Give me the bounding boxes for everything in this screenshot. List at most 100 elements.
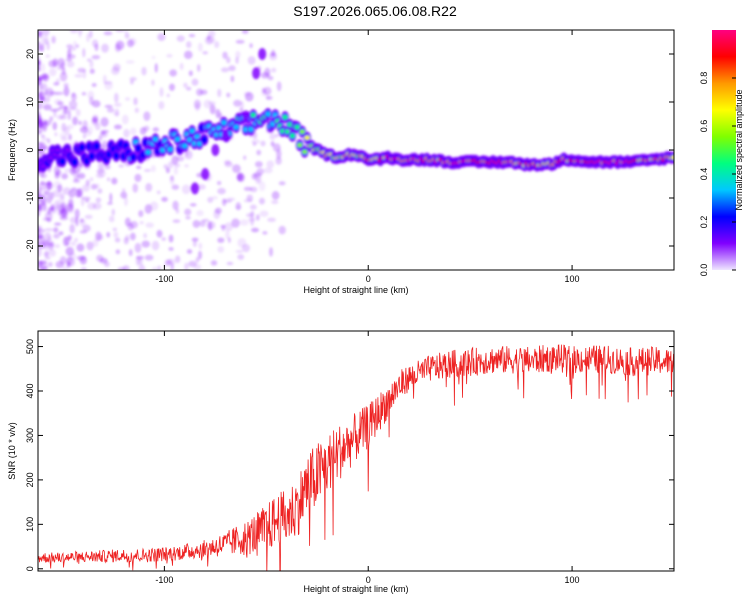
spectrogram-noise-blob [179,62,184,71]
spectrogram-noise-blob [237,237,247,248]
x-tick-label: -100 [155,274,173,284]
spectrogram-noise-blob [99,257,108,264]
spectrogram-noise-blob [66,60,75,68]
spectrogram-noise-blob [143,111,151,121]
spectrogram-noise-blob [243,91,251,97]
spectrogram-ridge-core [72,159,78,165]
spectrogram-noise-blob [89,177,94,182]
spectrogram-noise-blob [91,55,101,60]
spectrogram-noise-blob [70,241,77,247]
spectrogram-noise-blob [134,242,142,253]
spectrogram-noise-blob [53,82,59,86]
spectrogram-noise-blob [100,129,109,133]
spectrogram-noise-blob [266,160,275,169]
spectrogram-noise-blob [89,30,93,39]
spectrogram-noise-blob [54,222,62,226]
spectrogram-noise-blob [172,219,181,223]
spectrogram-ridge-core [294,124,300,130]
spectrogram-noise-blob [184,149,193,160]
spectrogram-ridge-core [194,134,200,139]
spectrogram-noise-blob [111,208,115,216]
y-tick-label: -10 [25,191,35,204]
spectrogram-ridge-core [671,155,674,160]
colorbar: 0.0 0.2 0.4 0.6 0.8 Normalized spectral ampl… [699,30,744,276]
spectrogram-noise-blob [87,90,95,100]
spectrogram-noise-blob [97,162,104,170]
spectrogram-noise-blob [269,133,276,140]
spectrogram-noise-blob [150,165,156,173]
spectrogram-noise-blob [239,107,243,113]
spectrogram-noise-blob [231,218,240,228]
spectrogram-noise-blob [84,214,93,219]
spectrogram-noise-blob [265,95,273,100]
spectrogram-noise-blob [132,183,139,193]
spectrogram-noise-blob [38,34,45,39]
spectrogram-noise-blob [118,164,124,168]
spectrogram-noise-blob [170,175,174,181]
y-tick-label: 200 [25,472,35,487]
spectrogram-noise-blob [75,109,81,117]
spectrogram-ridge-core [299,129,305,134]
spectrogram-ridge-core [79,145,85,150]
spectrogram-ylabel: Frequency (Hz) [7,119,17,181]
spectrogram-ridge-core [265,111,271,117]
spectrogram-noise-blob [143,232,148,239]
spectrogram-noise-blob [216,180,222,186]
spectrogram-noise-blob [59,203,65,214]
spectrogram-noise-blob [68,189,75,199]
spectrogram-noise-blob [217,245,225,253]
spectrogram-noise-blob [235,205,242,210]
x-tick-label: 100 [565,274,580,284]
spectrogram-ridge-core [289,133,295,138]
spectrogram-noise-blob [264,67,271,77]
spectrogram-noise-blob [52,58,59,68]
spectrogram-noise-blob [66,54,76,59]
spectrogram-noise-blob [247,216,256,223]
spectrogram-noise-blob [106,177,111,182]
spectrogram-ridge-core [174,136,181,142]
spectrogram-noise-blob [38,212,41,217]
spectrogram-noise-blob [195,256,200,263]
colorbar-tick-label: 0.2 [699,216,709,229]
spectrogram-ridge-core [84,158,90,164]
spectrogram-noise-blob [246,213,252,218]
spectrogram-noise-blob [235,39,245,44]
spectrogram-noise-blob [176,155,185,162]
spectrogram-ridge-core [152,137,159,142]
spectrogram-ridge-core [196,141,203,146]
figure-title: S197.2026.065.06.08.R22 [293,3,457,19]
spectrogram-noise-blob [232,164,241,174]
spectrogram-noise-blob [152,127,160,132]
spectrogram-noise-blob [44,256,51,260]
spectrogram-noise-blob [104,104,113,109]
snr-axes: -100 0 100 0 100 200 300 400 500 [25,331,674,585]
spectrogram-noise-blob [89,59,94,69]
spectrogram-noise-blob [47,261,53,268]
spectrogram-noise-blob [197,42,203,52]
snr-panel: -100 0 100 0 100 200 300 400 500 Height of strai… [7,330,675,594]
spectrogram-noise-blob [226,197,236,201]
spectrogram-noise-blob [58,231,64,236]
spectrogram-ridge-core [145,150,151,155]
spectrogram-noise-blob [262,231,268,235]
snr-xlabel: Height of straight line (km) [303,584,408,594]
spectrogram-noise-blob [270,141,275,147]
spectrogram-noise-blob [112,227,118,232]
spectrogram-noise-blob [43,103,52,111]
spectrogram-noise-blob [192,240,197,248]
spectrogram-noise-blob [256,214,260,221]
spectrogram-noise-blob [171,155,179,165]
spectrogram-noise-blob [241,30,249,34]
spectrogram-ridge-core [248,127,254,132]
spectrogram-noise-blob [89,68,95,74]
spectrogram-noise-blob [40,134,45,138]
spectrogram-noise-blob [86,241,94,251]
spectrogram-noise-blob [106,231,111,238]
spectrogram-noise-blob [278,181,286,186]
spectrogram-noise-blob [82,47,86,58]
spectrogram-ridge-core [284,129,291,134]
spectrogram-noise-blob [230,75,235,83]
spectrogram-noise-blob [196,210,204,217]
spectrogram-noise-blob [40,196,44,207]
